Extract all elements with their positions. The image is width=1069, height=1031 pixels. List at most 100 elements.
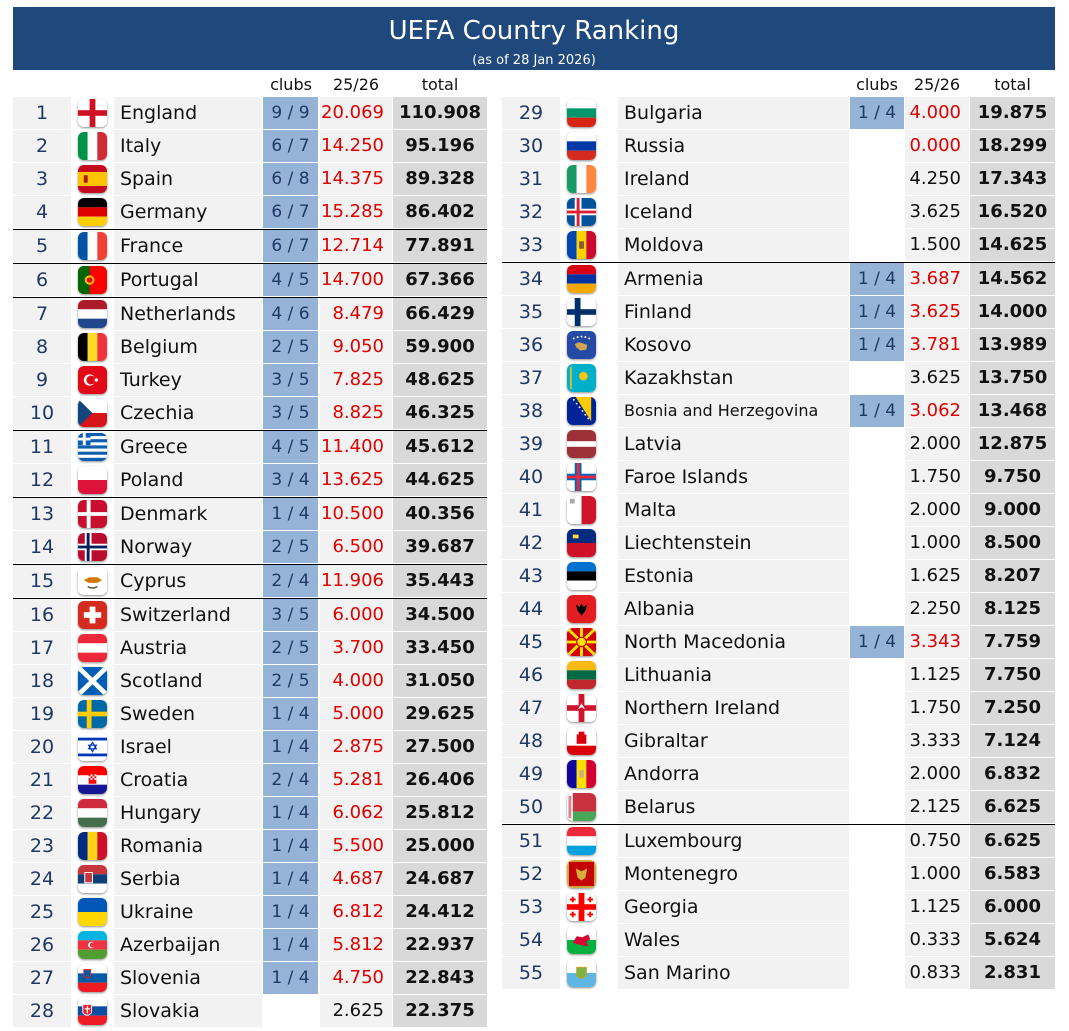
flag-cell (72, 264, 113, 296)
season-points-cell: 0.333 (905, 924, 969, 956)
season-points-cell: 11.400 (320, 431, 392, 463)
table-row: 24 Serbia 1 / 4 4.687 24.687 (13, 863, 487, 896)
total-points-cell: 25.000 (393, 830, 487, 862)
clubs-cell (850, 858, 904, 890)
rank-cell: 52 (502, 858, 560, 890)
clubs-cell (850, 527, 904, 559)
table-row: 53 Georgia 1.125 6.000 (502, 891, 1055, 924)
total-points-cell: 9.750 (970, 461, 1055, 493)
season-points-cell: 2.125 (905, 791, 969, 823)
clubs-header-left: clubs (270, 75, 312, 94)
total-points-cell: 14.625 (970, 229, 1055, 261)
clubs-cell: 4 / 6 (263, 298, 318, 330)
rank-cell: 31 (502, 163, 560, 195)
clubs-cell: 2 / 4 (263, 764, 318, 796)
country-name: Moldova (618, 229, 849, 261)
clubs-cell (850, 461, 904, 493)
spain-flag-icon (78, 165, 107, 193)
total-points-cell: 19.875 (970, 97, 1055, 129)
page-subtitle: (as of 28 Jan 2026) (472, 53, 596, 68)
england-flag-icon (78, 99, 107, 127)
rank-cell: 32 (502, 196, 560, 228)
season-points-cell: 13.625 (320, 464, 392, 496)
season-points-cell: 3.687 (905, 263, 969, 295)
table-row: 6 Portugal 4 / 5 14.700 67.366 (13, 263, 487, 297)
rank-cell: 49 (502, 758, 560, 790)
country-name: Turkey (114, 364, 262, 396)
bosnia-flag-icon (567, 397, 596, 425)
flag-cell (72, 599, 113, 631)
rank-cell: 46 (502, 659, 560, 691)
clubs-cell: 9 / 9 (263, 97, 318, 129)
gibraltar-flag-icon (567, 727, 596, 755)
rank-cell: 34 (502, 263, 560, 295)
season-header-right: 25/26 (913, 75, 961, 94)
flag-cell (561, 296, 617, 328)
flag-cell (561, 494, 617, 526)
flag-cell (72, 764, 113, 796)
flag-cell (72, 331, 113, 363)
clubs-cell: 3 / 5 (263, 397, 318, 429)
table-row: 55 San Marino 0.833 2.831 (502, 957, 1055, 990)
kazakhstan-flag-icon (567, 364, 596, 392)
country-name: Montenegro (618, 858, 849, 890)
flag-cell (72, 230, 113, 262)
clubs-cell (850, 692, 904, 724)
estonia-flag-icon (567, 562, 596, 590)
scotland-flag-icon (78, 667, 107, 695)
total-points-cell: 8.500 (970, 527, 1055, 559)
table-row: 14 Norway 2 / 5 6.500 39.687 (13, 531, 487, 564)
season-points-cell: 12.714 (320, 230, 392, 262)
total-points-cell: 8.207 (970, 560, 1055, 592)
clubs-cell: 6 / 7 (263, 196, 318, 228)
table-row: 35 Finland 1 / 4 3.625 14.000 (502, 296, 1055, 329)
rank-cell: 21 (13, 764, 71, 796)
rank-cell: 27 (13, 962, 71, 994)
flag-cell (561, 362, 617, 394)
clubs-cell (850, 659, 904, 691)
total-points-cell: 7.750 (970, 659, 1055, 691)
flag-cell (561, 461, 617, 493)
table-row: 9 Turkey 3 / 5 7.825 48.625 (13, 364, 487, 397)
ranking-table-right: 29 Bulgaria 1 / 4 4.000 19.875 30 Russia 0.000 1… (502, 97, 1055, 990)
clubs-cell (850, 130, 904, 162)
total-points-cell: 40.356 (393, 498, 487, 530)
total-points-cell: 26.406 (393, 764, 487, 796)
clubs-cell (850, 725, 904, 757)
portugal-flag-icon (78, 266, 107, 294)
season-points-cell: 2.000 (905, 758, 969, 790)
country-name: Wales (618, 924, 849, 956)
clubs-cell (850, 428, 904, 460)
macedonia-flag-icon (567, 628, 596, 656)
country-name: Belarus (618, 791, 849, 823)
total-points-cell: 48.625 (393, 364, 487, 396)
clubs-cell: 2 / 4 (263, 565, 318, 597)
clubs-cell: 6 / 7 (263, 130, 318, 162)
total-points-cell: 16.520 (970, 196, 1055, 228)
clubs-cell: 2 / 5 (263, 531, 318, 563)
total-points-cell: 31.050 (393, 665, 487, 697)
clubs-cell (850, 957, 904, 989)
country-name: Romania (114, 830, 262, 862)
rank-cell: 48 (502, 725, 560, 757)
table-row: 51 Luxembourg 0.750 6.625 (502, 824, 1055, 858)
total-points-cell: 6.000 (970, 891, 1055, 923)
total-points-cell: 7.124 (970, 725, 1055, 757)
total-points-cell: 2.831 (970, 957, 1055, 989)
table-row: 34 Armenia 1 / 4 3.687 14.562 (502, 262, 1055, 296)
table-row: 54 Wales 0.333 5.624 (502, 924, 1055, 957)
ukraine-flag-icon (78, 898, 107, 926)
country-name: England (114, 97, 262, 129)
rank-cell: 22 (13, 797, 71, 829)
title-banner: UEFA Country Ranking (as of 28 Jan 2026) (13, 7, 1055, 70)
iceland-flag-icon (567, 198, 596, 226)
table-row: 19 Sweden 1 / 4 5.000 29.625 (13, 698, 487, 731)
table-row: 44 Albania 2.250 8.125 (502, 593, 1055, 626)
season-points-cell: 1.750 (905, 461, 969, 493)
table-row: 2 Italy 6 / 7 14.250 95.196 (13, 130, 487, 163)
clubs-cell: 2 / 5 (263, 665, 318, 697)
clubs-cell (850, 791, 904, 823)
rank-cell: 42 (502, 527, 560, 559)
table-row: 16 Switzerland 3 / 5 6.000 34.500 (13, 598, 487, 632)
france-flag-icon (78, 232, 107, 260)
